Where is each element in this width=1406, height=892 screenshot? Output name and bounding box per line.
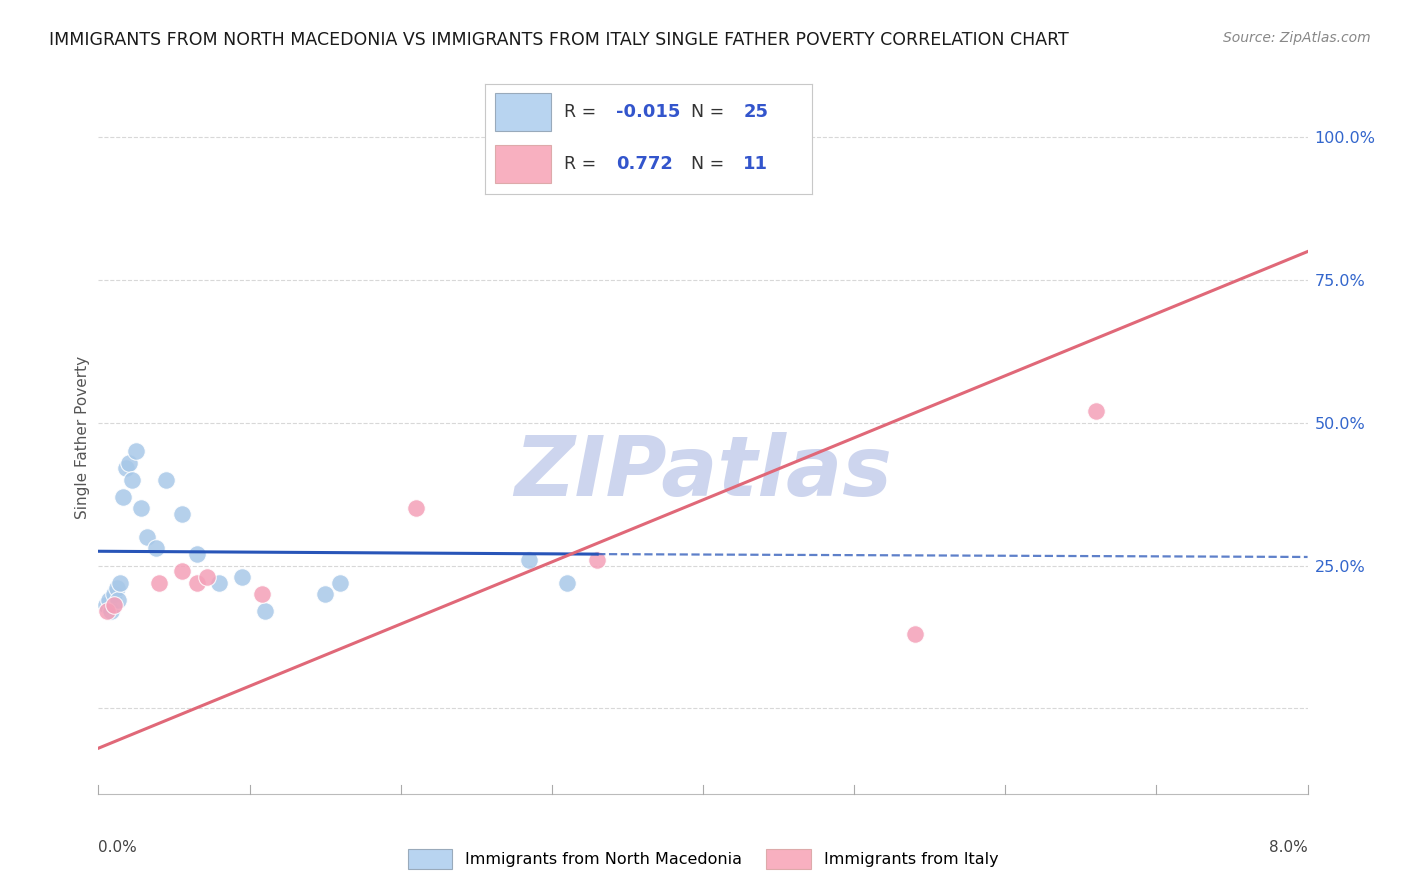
- Point: [103, 587, 125, 601]
- Point: [135, 530, 157, 544]
- Point: [148, 575, 170, 590]
- Point: [155, 473, 177, 487]
- Point: [208, 575, 231, 590]
- Text: 0.0%: 0.0%: [98, 840, 138, 855]
- Point: [129, 501, 152, 516]
- Text: IMMIGRANTS FROM NORTH MACEDONIA VS IMMIGRANTS FROM ITALY SINGLE FATHER POVERTY C: IMMIGRANTS FROM NORTH MACEDONIA VS IMMIG…: [49, 31, 1069, 49]
- Point: [253, 604, 276, 618]
- Point: [1085, 404, 1108, 418]
- Text: Source: ZipAtlas.com: Source: ZipAtlas.com: [1223, 31, 1371, 45]
- Point: [145, 541, 167, 556]
- Point: [111, 490, 134, 504]
- Point: [108, 575, 131, 590]
- Point: [586, 553, 609, 567]
- Point: [105, 582, 128, 596]
- Point: [125, 444, 148, 458]
- Point: [107, 592, 129, 607]
- Point: [100, 604, 122, 618]
- Point: [103, 599, 125, 613]
- Point: [195, 570, 218, 584]
- Legend: Immigrants from North Macedonia, Immigrants from Italy: Immigrants from North Macedonia, Immigra…: [401, 843, 1005, 875]
- Point: [170, 507, 193, 521]
- Point: [121, 473, 143, 487]
- Point: [405, 501, 427, 516]
- Point: [98, 592, 121, 607]
- Point: [555, 575, 578, 590]
- Point: [114, 461, 136, 475]
- Point: [94, 599, 117, 613]
- Point: [250, 587, 273, 601]
- Point: [118, 456, 141, 470]
- Point: [517, 553, 540, 567]
- Point: [186, 547, 208, 561]
- Point: [904, 627, 927, 641]
- Point: [231, 570, 253, 584]
- Text: ZIPatlas: ZIPatlas: [515, 433, 891, 513]
- Point: [186, 575, 208, 590]
- Text: 8.0%: 8.0%: [1268, 840, 1308, 855]
- Point: [96, 604, 118, 618]
- Point: [170, 564, 193, 578]
- Point: [314, 587, 336, 601]
- Point: [329, 575, 352, 590]
- Y-axis label: Single Father Poverty: Single Father Poverty: [75, 356, 90, 518]
